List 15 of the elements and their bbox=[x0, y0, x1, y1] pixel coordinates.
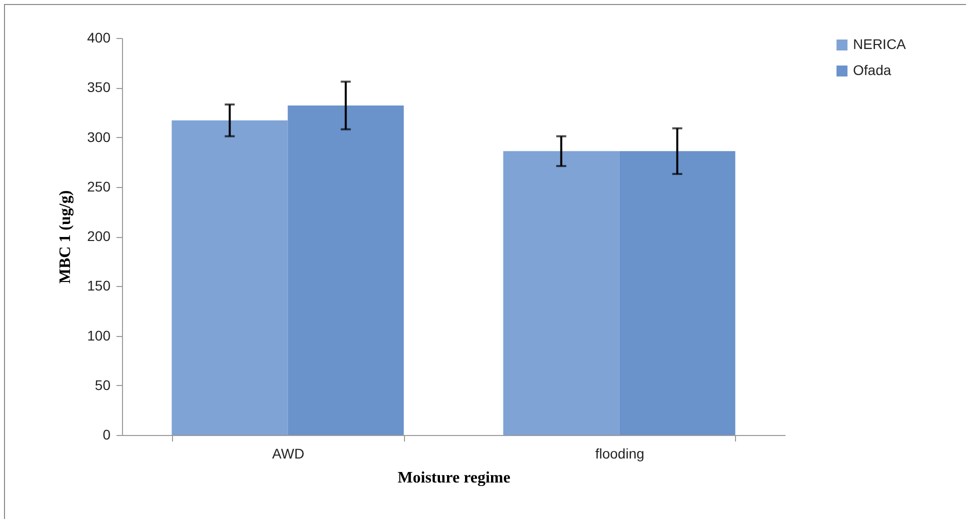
y-tick-label: 50 bbox=[94, 376, 111, 393]
legend-label: Ofada bbox=[853, 62, 892, 78]
x-tick-label: AWD bbox=[272, 446, 304, 462]
y-tick-label: 250 bbox=[87, 178, 111, 194]
y-tick-label: 100 bbox=[87, 327, 111, 344]
y-tick-label: 400 bbox=[87, 30, 111, 46]
y-tick-label: 350 bbox=[87, 79, 111, 96]
y-tick-label: 300 bbox=[87, 128, 111, 145]
y-tick-label: 200 bbox=[87, 228, 111, 244]
x-axis-title: Moisture regime bbox=[398, 470, 510, 486]
x-tick-label: flooding bbox=[595, 446, 644, 462]
y-tick-label: 0 bbox=[102, 426, 111, 442]
y-axis-title: MBC 1 (ug/g) bbox=[57, 190, 74, 284]
legend-label: NERICA bbox=[853, 36, 907, 52]
y-tick-label: 150 bbox=[87, 278, 111, 294]
